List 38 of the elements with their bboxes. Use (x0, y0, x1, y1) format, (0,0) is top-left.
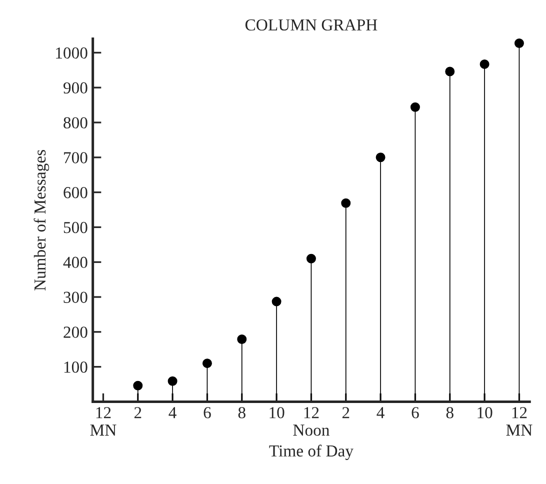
x-tick-label: 2 (342, 407, 350, 418)
x-tick-label: 10 (270, 407, 284, 418)
x-tick-label: 4 (168, 407, 176, 418)
y-tick-label: 300 (64, 292, 88, 303)
point (168, 376, 178, 386)
x-axis-title: Time of Day (269, 444, 354, 460)
point (410, 102, 420, 112)
x-tick-label: 12 Noon (293, 407, 330, 436)
y-tick-label: 400 (63, 256, 88, 268)
y-tick-label: 700 (64, 152, 88, 164)
x-tick-label: 8 (238, 407, 246, 418)
x-tick-label: 6 (412, 407, 419, 418)
point (202, 358, 212, 368)
point (514, 38, 524, 48)
y-tick-label: 200 (64, 326, 88, 338)
x-tick-label: 12 MN (90, 407, 116, 436)
x-tick-label: 10 (478, 407, 492, 418)
chart-title: COLUMN GRAPH (245, 19, 378, 31)
y-axis-title: Number of Messages (34, 150, 50, 291)
point (272, 296, 282, 306)
point (445, 66, 455, 76)
x-tick-label: 6 (204, 407, 211, 418)
y-tick-label: 900 (63, 82, 88, 94)
x-tick-label: 4 (376, 407, 384, 418)
y-tick-label: 800 (64, 117, 88, 128)
x-tick-label: 12 MN (506, 407, 532, 436)
point (306, 254, 316, 264)
point (237, 334, 247, 344)
point (376, 152, 386, 162)
point (133, 380, 143, 390)
y-tick-label: 600 (64, 186, 88, 198)
point (341, 198, 351, 208)
y-tick-label: 1000 (56, 47, 88, 59)
x-tick-label: 8 (446, 407, 454, 418)
x-tick-label: 2 (134, 407, 142, 418)
y-tick-label: 500 (64, 222, 88, 234)
point (480, 59, 490, 69)
y-tick-label: 100 (64, 362, 88, 373)
